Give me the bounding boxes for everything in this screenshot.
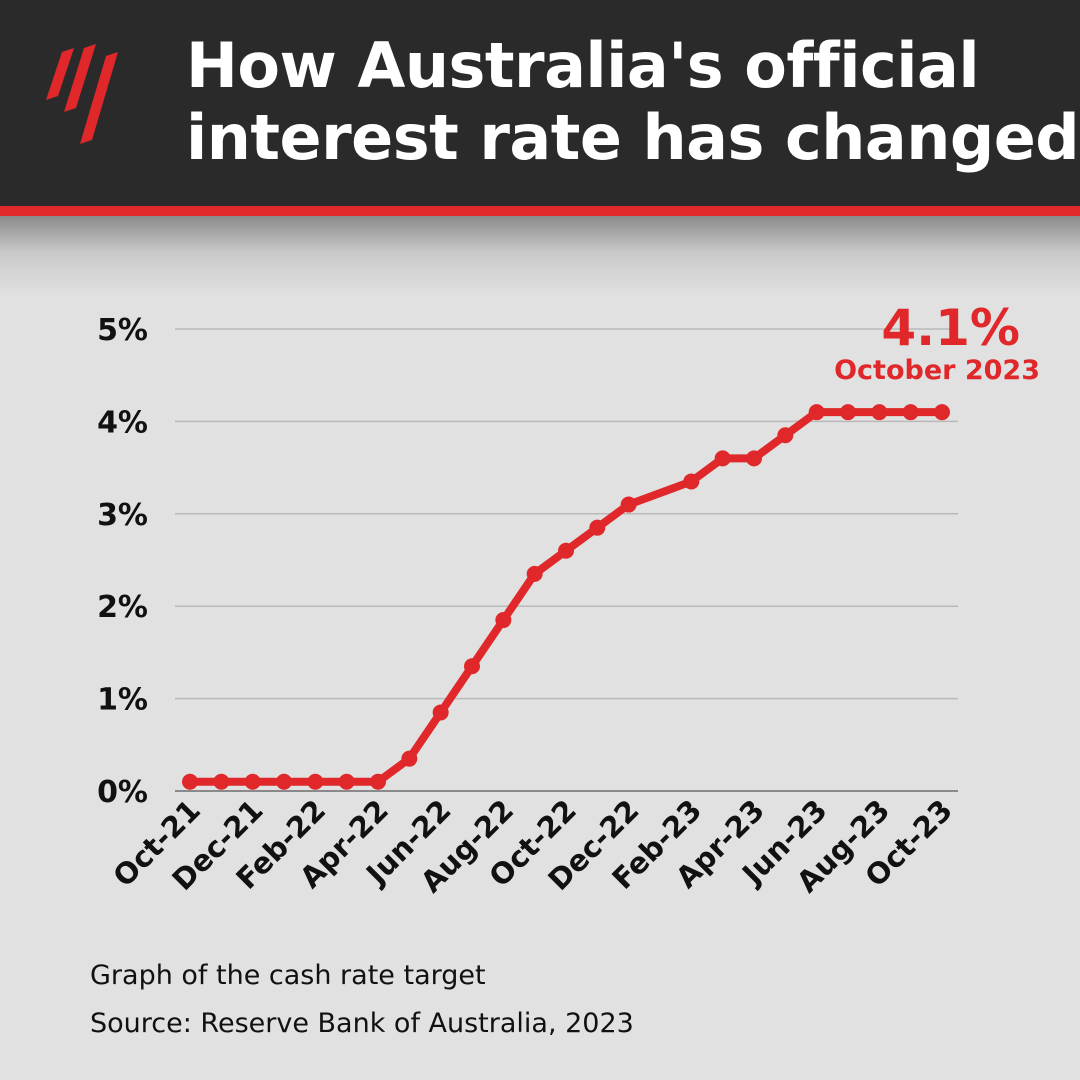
data-point <box>213 773 230 790</box>
header-bar <box>0 0 1080 206</box>
series-line <box>186 408 946 786</box>
data-point <box>182 773 198 790</box>
data-point <box>370 773 386 790</box>
title-line-2: interest rate has changed <box>186 101 1080 174</box>
annotation-label: October 2023 <box>834 355 1040 386</box>
sbs-logo-icon <box>46 44 118 144</box>
y-tick-label: 5% <box>97 313 148 348</box>
annotation-value: 4.1% <box>881 299 1020 357</box>
data-point <box>808 404 825 421</box>
y-tick-label: 2% <box>97 590 148 625</box>
data-point <box>589 519 606 536</box>
data-point <box>495 612 512 629</box>
data-point <box>401 750 418 767</box>
data-point <box>840 404 856 421</box>
data-point <box>902 404 919 421</box>
data-point <box>276 773 292 790</box>
data-point <box>934 404 950 421</box>
chart-source: Source: Reserve Bank of Australia, 2023 <box>90 1008 634 1039</box>
data-point <box>338 773 355 790</box>
data-point <box>432 704 449 721</box>
y-tick-label: 1% <box>97 683 148 718</box>
data-point <box>526 565 543 582</box>
chart-caption: Graph of the cash rate target <box>90 960 486 991</box>
header-shadow <box>0 216 1080 296</box>
data-point <box>307 773 324 790</box>
y-tick-label: 0% <box>97 775 148 810</box>
data-point <box>714 450 731 467</box>
page-title: How Australia's official interest rate h… <box>186 29 1080 174</box>
data-point <box>871 404 888 421</box>
data-point <box>464 658 480 675</box>
data-point <box>746 450 762 467</box>
data-point <box>620 496 637 513</box>
data-point <box>777 427 794 444</box>
title-line-1: How Australia's official <box>186 29 980 102</box>
header-accent-stripe <box>0 206 1080 216</box>
y-tick-label: 4% <box>97 405 148 440</box>
data-point <box>558 542 574 559</box>
data-point <box>244 773 261 790</box>
data-point <box>683 473 700 490</box>
y-tick-label: 3% <box>97 498 148 533</box>
